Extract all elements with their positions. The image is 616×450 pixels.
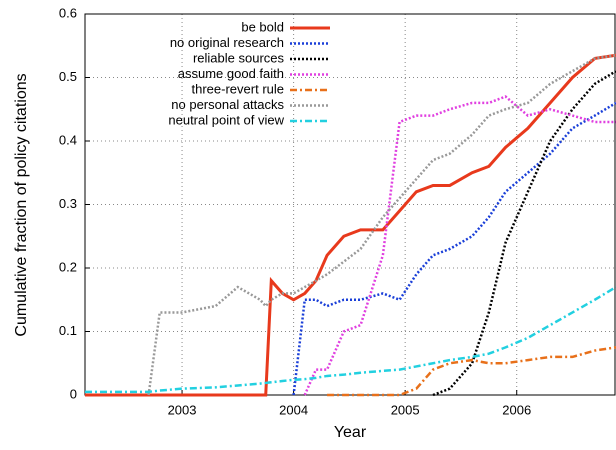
line [327, 346, 616, 397]
plot-frame [84, 13, 616, 396]
legend-label: three-revert rule [192, 81, 284, 96]
x-tick-label: 2005 [391, 402, 420, 417]
legend-label: assume good faith [178, 66, 284, 81]
line [147, 54, 616, 396]
legend-label: no personal attacks [171, 97, 284, 112]
y-tick-label: 0.3 [59, 196, 77, 211]
line [85, 53, 616, 397]
x-tick-label: 2003 [168, 402, 197, 417]
y-tick-label: 0.5 [59, 69, 77, 84]
y-tick-label: 0.2 [59, 259, 77, 274]
x-tick-label: 2006 [502, 402, 531, 417]
legend-label: neutral point of view [168, 112, 284, 127]
legend-label: no original research [170, 35, 284, 50]
y-tick-label: 0.6 [59, 5, 77, 20]
line [432, 70, 616, 397]
y-axis-label: Cumulative fraction of policy citations [13, 73, 30, 336]
legend-label: reliable sources [193, 50, 285, 65]
y-tick-label: 0.1 [59, 323, 77, 338]
x-tick-label: 2004 [279, 402, 308, 417]
line [85, 285, 616, 394]
x-axis-label: Year [334, 424, 367, 441]
line [292, 101, 616, 396]
line [303, 95, 616, 396]
legend-label: be bold [241, 19, 284, 34]
y-tick-label: 0.4 [59, 132, 77, 147]
y-tick-label: 0 [70, 386, 77, 401]
